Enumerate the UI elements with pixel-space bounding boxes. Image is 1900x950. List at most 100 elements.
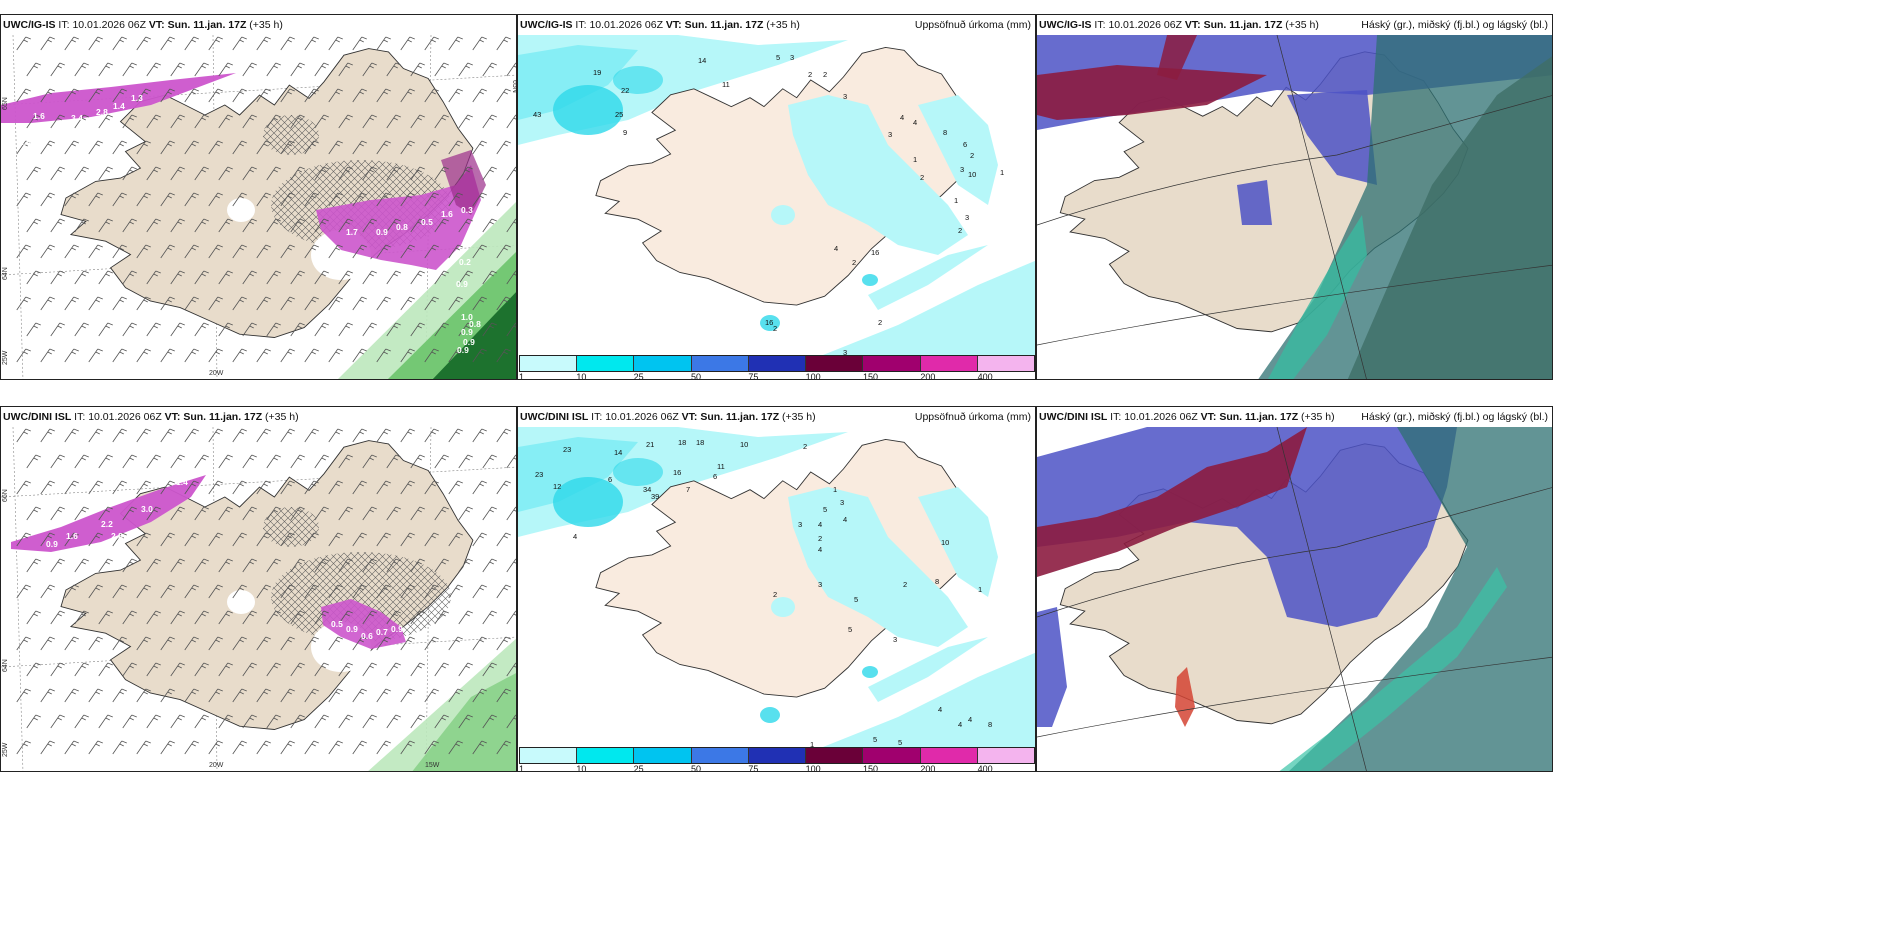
wind-barb — [74, 610, 89, 625]
wind-barb — [458, 506, 473, 521]
ice-hatch-area — [263, 507, 319, 547]
wind-barb — [50, 218, 65, 233]
wind-barb — [376, 740, 391, 755]
wind-barb — [208, 532, 223, 547]
wind-barb — [482, 166, 497, 181]
panel-clouds-ig-is: UWC/IG-IS IT: 10.01.2026 06Z VT: Sun. 11… — [1036, 14, 1553, 380]
precip-value-label: 19 — [593, 68, 601, 77]
colorbar-swatch — [748, 748, 807, 763]
wind-barb — [448, 740, 463, 755]
wind-barb — [448, 192, 463, 207]
precip-value-label: 5 — [776, 53, 780, 62]
wind-barb — [88, 480, 103, 495]
wind-barb — [400, 296, 415, 311]
precip-area — [918, 487, 998, 597]
wind-barb — [506, 270, 516, 285]
wind-barb — [256, 88, 271, 103]
wind-barb — [328, 480, 343, 495]
wind-barb — [424, 348, 439, 363]
wind-barb — [218, 270, 233, 285]
wind-barb — [136, 688, 151, 703]
wind-barb — [424, 36, 439, 51]
wind-barb — [328, 88, 343, 103]
wind-barb — [50, 714, 65, 729]
wind-barb — [376, 688, 391, 703]
wind-barb — [482, 558, 497, 573]
wind-barb — [160, 36, 175, 51]
wind-barb — [400, 244, 415, 259]
wind-barb — [160, 296, 175, 311]
precip-value-label: 14 — [614, 448, 622, 457]
wind-barb — [194, 166, 209, 181]
wind-barb — [256, 244, 271, 259]
wind-barb — [472, 140, 487, 155]
wind-barb — [352, 296, 367, 311]
wind-barb — [160, 140, 175, 155]
wind-barb — [410, 218, 425, 233]
wind-barb — [40, 480, 55, 495]
wind-barb — [170, 714, 185, 729]
wind-barb — [194, 610, 209, 625]
cloud-low — [1289, 427, 1552, 771]
wind-barb — [338, 270, 353, 285]
wind-barb — [400, 348, 415, 363]
wind-barb — [352, 428, 367, 443]
colorbar-swatch — [863, 356, 921, 371]
wind-barb — [16, 740, 31, 755]
wind-barb — [314, 610, 329, 625]
wind-barb — [386, 218, 401, 233]
wind-barb — [160, 740, 175, 755]
wind-barb — [256, 480, 271, 495]
wind-barb — [136, 480, 151, 495]
colorbar-swatch — [920, 748, 978, 763]
wind-barb — [266, 454, 281, 469]
wind-barb — [458, 558, 473, 573]
wind-barb — [232, 480, 247, 495]
wind-barb — [184, 688, 199, 703]
wind-barb — [314, 558, 329, 573]
wind-barb — [400, 480, 415, 495]
wind-barb — [338, 114, 353, 129]
lat-line — [1037, 656, 1552, 738]
wind-barb — [184, 192, 199, 207]
wind-barb — [304, 36, 319, 51]
precip-value-label: 3 — [843, 92, 847, 101]
precip-value-label: 3 — [798, 520, 802, 529]
wind-barb — [112, 296, 127, 311]
lon-line — [1276, 35, 1367, 379]
cloud-mid — [1037, 427, 1457, 627]
wind-barb — [170, 454, 185, 469]
wind-barb — [242, 506, 257, 521]
wind-barb — [160, 348, 175, 363]
wind-barb — [40, 428, 55, 443]
wind-barb — [434, 610, 449, 625]
wind-barb — [184, 88, 199, 103]
colorbar-tick-label: 10 — [576, 764, 587, 772]
wind-barb — [88, 244, 103, 259]
wind-barb — [256, 532, 271, 547]
snow-value-label: 1.6 — [441, 209, 453, 219]
lon-label: 25W — [2, 742, 9, 757]
glacier-gap — [227, 198, 255, 222]
wind-barb — [314, 714, 329, 729]
precip-value-label: 5 — [823, 505, 827, 514]
colorbar-tick-label: 1 — [519, 764, 525, 772]
wind-barb — [256, 348, 271, 363]
precip-value-label: 3 — [840, 498, 844, 507]
wind-barb — [16, 244, 31, 259]
wind-barb — [434, 322, 449, 337]
precip-value-label: 6 — [608, 475, 612, 484]
wind-barb — [266, 610, 281, 625]
wind-barb — [266, 114, 281, 129]
wind-barb — [160, 584, 175, 599]
wind-barb — [458, 714, 473, 729]
wind-barb — [434, 714, 449, 729]
wind-barb — [184, 244, 199, 259]
wind-barb — [74, 270, 89, 285]
wind-barb — [448, 688, 463, 703]
wind-barb — [98, 506, 113, 521]
wind-barb — [458, 454, 473, 469]
colorbar-swatch — [577, 748, 635, 763]
wind-barb — [352, 192, 367, 207]
